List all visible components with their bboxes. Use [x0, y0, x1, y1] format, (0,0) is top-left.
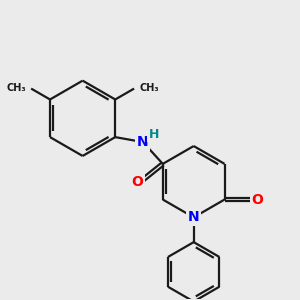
- Text: N: N: [137, 135, 149, 149]
- Text: CH₃: CH₃: [139, 82, 159, 93]
- Text: O: O: [131, 175, 143, 189]
- Text: O: O: [251, 193, 263, 206]
- Text: N: N: [188, 210, 200, 224]
- Text: H: H: [149, 128, 159, 141]
- Text: CH₃: CH₃: [7, 82, 26, 93]
